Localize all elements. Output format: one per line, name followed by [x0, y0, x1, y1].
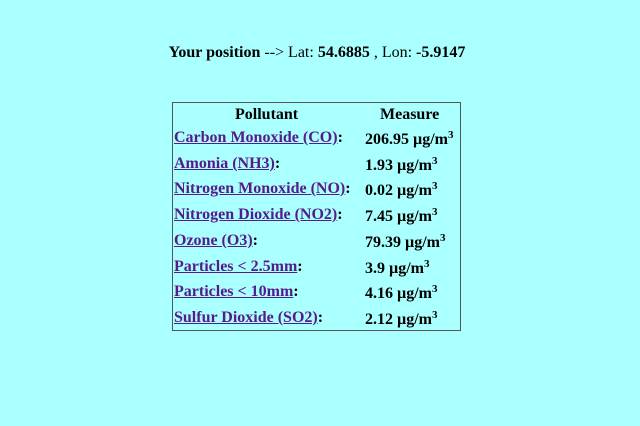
- pollutant-link-so2[interactable]: Sulfur Dioxide (SO2): [174, 309, 318, 326]
- pollutant-link-no[interactable]: Nitrogen Monoxide (NO): [174, 180, 346, 197]
- measure-value: 79.39 µg/m3: [365, 232, 446, 252]
- colon: :: [345, 180, 351, 197]
- measure-value: 7.45 µg/m3: [365, 206, 438, 226]
- lat-value: 54.6885: [317, 44, 370, 61]
- colon: :: [274, 155, 281, 172]
- pollutant-link-nh3[interactable]: Amonia (NH3): [174, 155, 275, 172]
- table-row: Ozone (O3): 79.39 µg/m3: [174, 232, 460, 256]
- table-row: Nitrogen Monoxide (NO): 0.02 µg/m3: [174, 180, 460, 204]
- lat-label: Lat:: [288, 44, 318, 61]
- colon: :: [317, 309, 324, 326]
- coord-separator: ,: [369, 44, 382, 61]
- table-row: Particles < 2.5mm: 3.9 µg/m3: [174, 258, 460, 282]
- pollutant-link-no2[interactable]: Nitrogen Dioxide (NO2): [174, 206, 338, 223]
- measure-value: 4.16 µg/m3: [365, 283, 438, 303]
- measure-value: 206.95 µg/m3: [365, 129, 454, 149]
- pollutant-link-pm25[interactable]: Particles < 2.5mm: [174, 258, 298, 275]
- colon: :: [252, 232, 258, 249]
- pollutant-link-o3[interactable]: Ozone (O3): [174, 232, 253, 249]
- table-row: Amonia (NH3): 1.93 µg/m3: [174, 155, 460, 179]
- header-pollutant: Pollutant: [235, 106, 299, 123]
- measure-value: 0.02 µg/m3: [365, 180, 438, 200]
- header-measure: Measure: [380, 106, 440, 123]
- lon-label: Lon:: [381, 44, 417, 61]
- position-arrow: -->: [260, 44, 289, 61]
- colon: :: [293, 283, 299, 300]
- table-row: Nitrogen Dioxide (NO2): 7.45 µg/m3: [174, 206, 460, 230]
- pollutant-link-co[interactable]: Carbon Monoxide (CO): [174, 129, 338, 146]
- measure-value: 1.93 µg/m3: [365, 155, 438, 175]
- table-row: Carbon Monoxide (CO): 206.95 µg/m3: [174, 129, 460, 153]
- pollutant-link-pm10[interactable]: Particles < 10mm: [174, 283, 294, 300]
- table-row: Particles < 10mm: 4.16 µg/m3: [174, 283, 460, 307]
- pollutant-table: Pollutant Measure Carbon Monoxide (CO): …: [172, 102, 461, 331]
- colon: :: [337, 129, 343, 146]
- lon-value: -5.9147: [416, 44, 466, 61]
- colon: :: [297, 258, 303, 275]
- measure-value: 2.12 µg/m3: [365, 309, 438, 329]
- colon: :: [337, 206, 343, 223]
- position-line: Your position --> Lat: 54.6885 , Lon: -5…: [0, 43, 634, 63]
- position-label: Your position: [168, 44, 261, 61]
- table-row: Sulfur Dioxide (SO2): 2.12 µg/m3: [174, 309, 460, 333]
- measure-value: 3.9 µg/m3: [365, 258, 430, 278]
